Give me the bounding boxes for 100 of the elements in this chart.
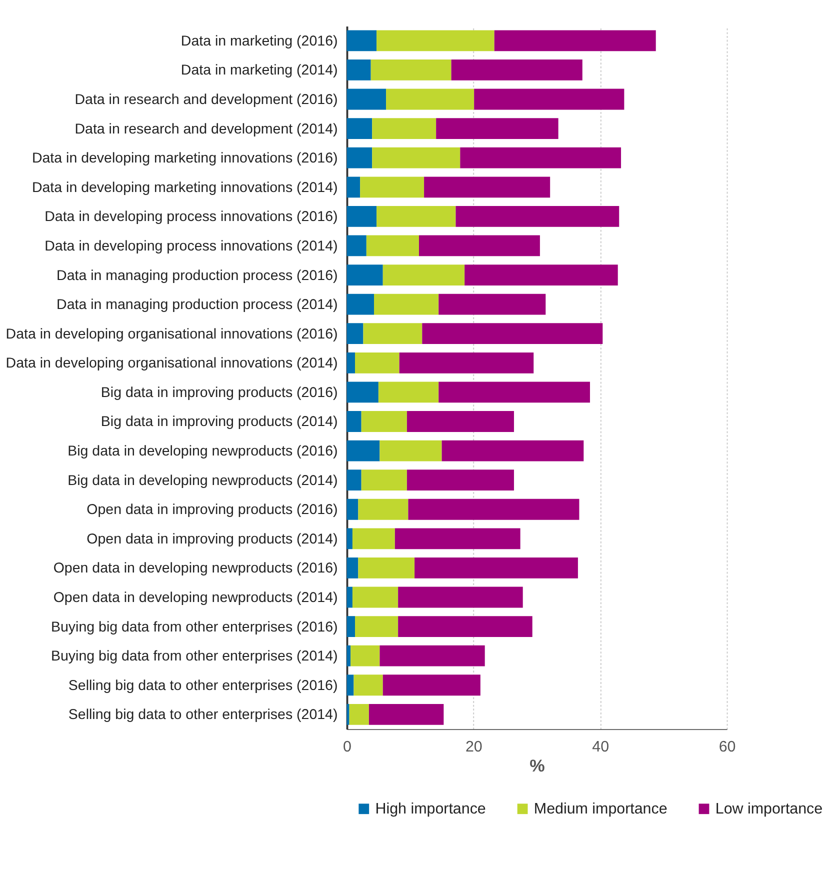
y-tick-label: Data in research and development (2016) xyxy=(74,92,338,108)
bar xyxy=(360,176,424,198)
bar xyxy=(474,88,624,110)
bar xyxy=(464,264,618,286)
y-tick-label: Buying big data from other enterprises (2016) xyxy=(50,619,338,636)
bar xyxy=(438,294,546,315)
bar xyxy=(346,674,354,696)
bar xyxy=(346,30,377,52)
y-tick-label: Data in developing organisational innovations (2014) xyxy=(6,356,338,372)
bar xyxy=(494,30,656,52)
bar xyxy=(361,470,407,491)
bar xyxy=(346,88,386,110)
bar xyxy=(456,206,620,227)
bar xyxy=(376,30,494,52)
bar xyxy=(349,704,369,725)
bar xyxy=(374,294,439,315)
bar xyxy=(346,264,383,286)
bar xyxy=(414,558,578,578)
bar xyxy=(368,704,444,725)
bar xyxy=(451,60,582,80)
bar xyxy=(399,352,534,374)
bar xyxy=(346,470,362,491)
bar xyxy=(386,88,474,110)
y-tick-label: Selling big data to other enterprises (2016) xyxy=(68,678,338,694)
bar xyxy=(376,206,456,227)
bar xyxy=(352,586,398,608)
bar xyxy=(346,206,377,227)
y-tick-label: Data in managing production process (2016) xyxy=(56,268,338,284)
bar xyxy=(346,352,356,374)
bar xyxy=(346,118,372,140)
bar xyxy=(355,352,400,374)
bar xyxy=(408,498,580,520)
x-tick-label: 60 xyxy=(718,738,736,756)
bar xyxy=(406,411,514,432)
bar xyxy=(346,440,380,462)
bar xyxy=(370,60,452,80)
x-axis-title: % xyxy=(530,756,545,776)
bar xyxy=(350,645,380,666)
bar xyxy=(378,382,439,403)
bar xyxy=(346,176,360,198)
y-tick-label: Data in developing process innovations (2016) xyxy=(44,209,338,226)
bar xyxy=(346,704,350,725)
bar xyxy=(346,411,362,432)
bar xyxy=(346,382,378,403)
bar xyxy=(436,118,558,140)
bar xyxy=(398,586,523,608)
bar xyxy=(358,558,415,578)
bar xyxy=(460,147,622,168)
bar xyxy=(346,616,356,637)
bar xyxy=(358,498,408,520)
bar xyxy=(346,558,358,578)
bar xyxy=(442,440,584,462)
y-tick-label: Big data in developing newproducts (2016) xyxy=(68,444,338,460)
bar xyxy=(346,586,352,608)
x-tick-label: 20 xyxy=(465,738,482,756)
bar xyxy=(372,118,436,140)
y-tick-label: Buying big data from other enterprises (2014) xyxy=(50,648,338,665)
bar xyxy=(346,60,371,80)
bar xyxy=(363,323,422,344)
y-tick-label: Open data in improving products (2014) xyxy=(86,531,338,548)
bar xyxy=(418,235,540,256)
legend-label: Low importance xyxy=(715,800,823,818)
y-tick-label: Data in developing marketing innovations (2016) xyxy=(32,150,338,167)
bar xyxy=(354,674,383,696)
y-tick-label: Data in managing production process (2014) xyxy=(56,297,338,314)
bar xyxy=(406,470,514,491)
y-tick-label: Data in marketing (2014) xyxy=(180,62,338,79)
y-tick-label: Big data in improving products (2016) xyxy=(100,384,338,401)
x-tick-label: 40 xyxy=(592,738,610,756)
y-tick-label: Big data in improving products (2014) xyxy=(100,414,338,430)
bar xyxy=(346,147,372,168)
bar xyxy=(346,294,374,315)
bar xyxy=(346,323,364,344)
y-tick-label: Data in developing marketing innovations (2014) xyxy=(32,180,338,196)
bar xyxy=(366,235,419,256)
bar xyxy=(372,147,460,168)
bar xyxy=(346,528,352,550)
legend-label: High importance xyxy=(375,800,486,818)
y-tick-label: Data in developing organisational innovations (2016) xyxy=(6,326,338,342)
bar xyxy=(398,616,532,637)
y-tick-label: Open data in improving products (2016) xyxy=(86,502,338,518)
y-tick-label: Data in marketing (2016) xyxy=(180,33,338,50)
y-tick-label: Data in research and development (2014) xyxy=(74,121,338,138)
bar xyxy=(346,498,358,520)
y-tick-label: Data in developing process innovations (2014) xyxy=(44,238,338,254)
legend-label: Medium importance xyxy=(534,800,668,818)
y-tick-label: Open data in developing newproducts (2014) xyxy=(53,590,338,606)
y-tick-label: Open data in developing newproducts (2016) xyxy=(53,560,338,577)
bar xyxy=(394,528,520,550)
bar xyxy=(352,528,395,550)
bar xyxy=(438,382,590,403)
bar xyxy=(361,411,407,432)
bar xyxy=(346,645,351,666)
bar xyxy=(380,645,485,666)
bar xyxy=(382,264,465,286)
y-tick-label: Selling big data to other enterprises (2014) xyxy=(68,707,338,724)
bar xyxy=(346,235,366,256)
bar xyxy=(422,323,603,344)
bar xyxy=(355,616,398,637)
bar xyxy=(380,440,442,462)
